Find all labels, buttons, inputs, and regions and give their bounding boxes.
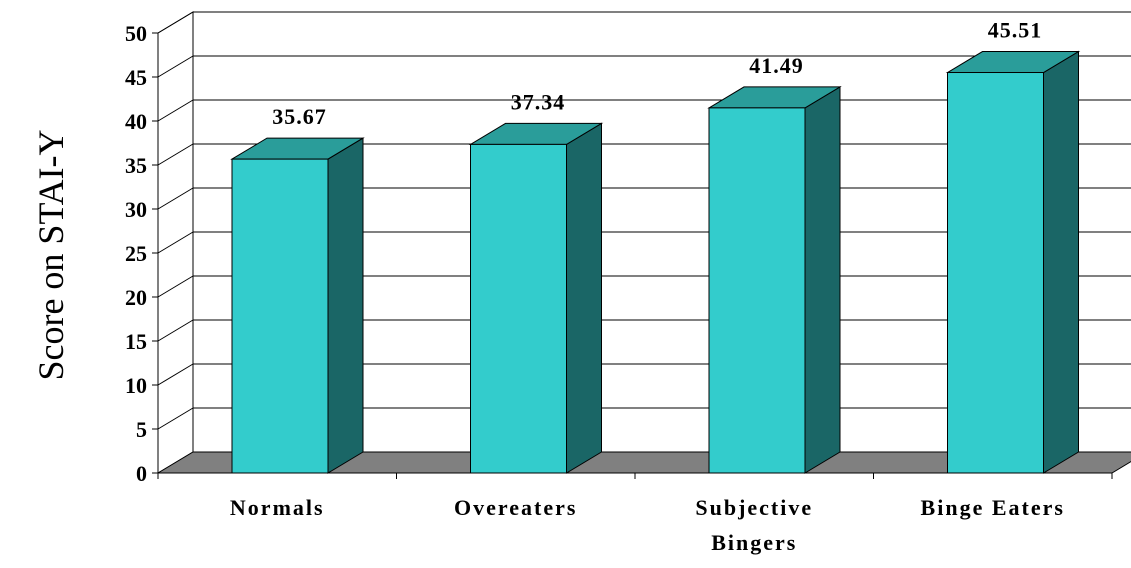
gridline-side (157, 407, 194, 430)
x-category-label: Normals (230, 495, 325, 520)
bar-side (804, 86, 841, 474)
data-label: 41.49 (749, 53, 804, 78)
y-tick-label: 40 (125, 109, 147, 134)
gridline-side (157, 363, 194, 386)
bar-side (566, 122, 602, 474)
bar-front (708, 107, 806, 474)
y-tick-label: 10 (125, 373, 147, 398)
gridline-side (157, 55, 194, 78)
x-category-label: Bingers (711, 530, 797, 555)
bar-front (947, 72, 1044, 474)
y-tick-label: 30 (125, 197, 147, 222)
data-label: 35.67 (272, 104, 327, 129)
bar (468, 122, 604, 474)
gridline-side (157, 319, 194, 342)
gridline-side (157, 143, 194, 166)
gridline-side (157, 187, 194, 210)
bar-side (327, 137, 364, 474)
gridline-side (157, 99, 194, 122)
y-tick-label: 25 (125, 241, 147, 266)
y-tick-label: 5 (136, 417, 147, 442)
bar-side (1043, 50, 1079, 474)
y-tick-label: 15 (125, 329, 147, 354)
x-category-label: Subjective (695, 495, 813, 520)
y-tick-label: 0 (136, 461, 147, 486)
gridline-side (157, 275, 194, 298)
bars (230, 50, 1081, 474)
bar (230, 137, 365, 474)
x-category-labels: Normals Overeaters Subjective Bingers Binge … (230, 495, 1065, 555)
y-tick-label: 35 (125, 153, 147, 178)
bar (945, 50, 1081, 474)
data-label: 45.51 (988, 18, 1043, 43)
y-tick-label: 50 (125, 21, 147, 46)
y-tick-labels: 0 5 10 15 20 25 30 35 40 45 50 (125, 21, 147, 486)
gridline-side (157, 11, 194, 34)
bar-front (470, 143, 567, 474)
y-axis-label: Score on STAI-Y (31, 129, 71, 380)
x-category-label: Binge Eaters (921, 495, 1065, 520)
bar-front (231, 158, 329, 474)
y-tick-label: 45 (125, 65, 147, 90)
data-label: 37.34 (511, 89, 566, 114)
data-labels: 35.67 37.34 41.49 45.51 (272, 18, 1043, 130)
y-tick-label: 20 (125, 285, 147, 310)
x-category-label: Overeaters (454, 495, 577, 520)
bar (707, 86, 842, 474)
gridline-side (157, 231, 194, 254)
